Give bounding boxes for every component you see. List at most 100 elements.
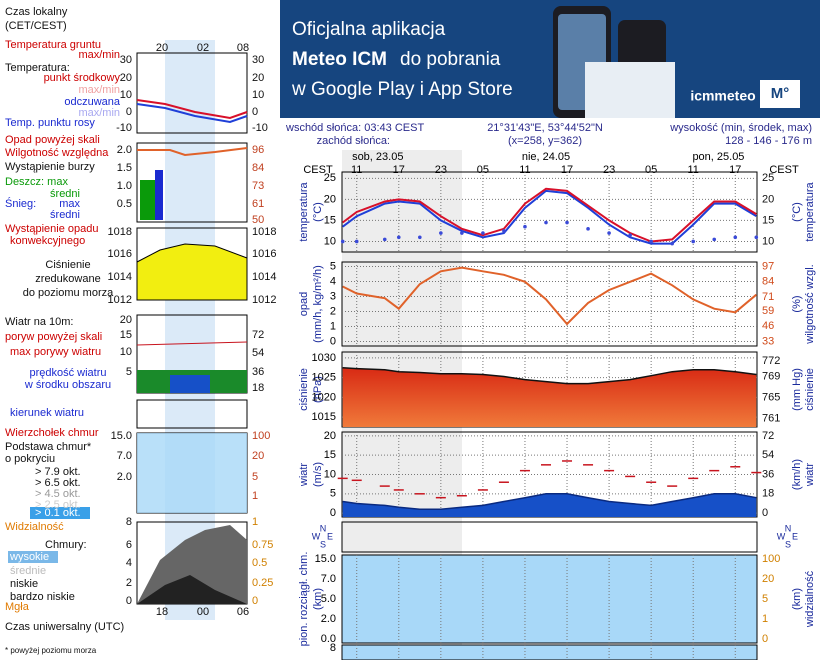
y-tick-label: 1030 — [312, 352, 336, 364]
y-axis-label: wiatr — [298, 463, 310, 488]
y2-tick-label: 84 — [762, 276, 774, 288]
series-dot — [607, 231, 611, 235]
y2-tick-label: 1 — [762, 613, 768, 625]
tz-label: CEST — [303, 164, 333, 176]
legend-label: Temperatura gruntu — [5, 39, 101, 51]
x-tick-label: 17 — [561, 164, 573, 176]
tz-label: CEST — [769, 164, 799, 176]
legend-label: Wierzchołek chmur — [5, 427, 99, 439]
series-area — [342, 367, 757, 427]
badge-box — [760, 80, 800, 108]
x-tick-label: 11 — [351, 164, 362, 176]
grid-point: (x=258, y=362) — [508, 135, 582, 147]
legend-tick: 0.25 — [252, 577, 273, 589]
label-bg — [8, 551, 58, 563]
panel — [341, 644, 758, 661]
legend-label: max/min — [78, 49, 120, 61]
content: Oficjalna aplikacja Meteo ICM do pobrania w… — [5, 6, 816, 661]
y2-tick-label: 0 — [762, 633, 768, 645]
legend-label: Opad powyżej skali — [5, 134, 100, 146]
legend-tick: 8 — [126, 516, 132, 528]
legend-tick: 72 — [252, 329, 264, 341]
y2-tick-label: 772 — [762, 355, 780, 367]
y-tick-label: 7.0 — [321, 573, 336, 585]
series-dot — [354, 239, 359, 244]
y2-tick-label: 72 — [762, 430, 774, 442]
legend-tick: 0.5 — [117, 198, 132, 210]
legend-label: bardzo niskie — [10, 591, 75, 603]
panel — [341, 554, 758, 644]
y-tick-label: 4 — [330, 275, 336, 287]
legend-tick: 54 — [252, 347, 264, 359]
panel — [341, 261, 758, 347]
series-dot — [712, 237, 717, 242]
banner-text: Oficjalna aplikacja — [292, 19, 446, 40]
y-axis-unit: (km) — [312, 588, 324, 610]
y2-tick-label: 10 — [762, 235, 774, 247]
legend-label: > 2.5 okt. — [35, 499, 81, 511]
series-dot — [628, 233, 632, 237]
legend-label: poryw powyżej skali — [5, 331, 102, 343]
y-axis-unit: (m/s) — [312, 462, 324, 487]
y-tick-label: 15 — [324, 449, 336, 461]
legend-tick: 1016 — [108, 248, 132, 260]
y2-axis-label: widzialność — [804, 570, 816, 628]
y2-axis-label: ciśnienie — [804, 368, 816, 411]
legend-tick: 1018 — [252, 226, 276, 238]
legend-tick: 10 — [120, 346, 132, 358]
legend-tick: 02 — [197, 42, 209, 54]
legend-tick: 10 — [120, 89, 132, 101]
legend-label: Mgła — [5, 601, 30, 613]
y2-tick-label: 71 — [762, 291, 774, 303]
y2-axis-label: wiatr — [804, 463, 816, 488]
legend-label: Śnieg: — [5, 197, 36, 210]
y2-tick-label: 20 — [762, 193, 774, 205]
y2-tick-label: 0 — [762, 507, 768, 519]
legend-tick: 0 — [252, 595, 258, 607]
legend-label: zredukowane — [35, 273, 100, 285]
legend-tick: 0 — [252, 106, 258, 118]
y2-axis-label: wilgotność wzgl. — [804, 264, 816, 344]
y2-tick-label: 54 — [762, 449, 774, 461]
y-axis-unit: (hPa) — [312, 376, 324, 403]
legend-label: punkt środkowy — [44, 72, 121, 84]
legend-label: max — [59, 198, 80, 210]
x-tick-label: 05 — [477, 164, 489, 176]
legend-label: max/min — [78, 84, 120, 96]
y-tick-label: 1 — [330, 320, 336, 332]
legend-shade — [165, 40, 215, 620]
legend-tick: 96 — [252, 144, 264, 156]
y2-tick-label: 33 — [762, 335, 774, 347]
legend-tick: 2.0 — [117, 471, 132, 483]
y2-tick-label: 761 — [762, 413, 780, 425]
banner-text: Meteo ICM — [292, 49, 387, 70]
legend-tick: 30 — [252, 54, 264, 66]
sunrise: wschód słońca: 03:43 CEST — [285, 122, 424, 134]
y2-tick-label: 5 — [762, 593, 768, 605]
legend-label: niskie — [10, 578, 38, 590]
legend-label: Temp. punktu rosy — [5, 117, 95, 129]
legend-sample — [136, 243, 248, 301]
series-dot — [439, 231, 443, 235]
compass-label: W — [777, 531, 786, 541]
legend-tick: 36 — [252, 366, 264, 378]
series-line — [342, 187, 757, 243]
legend-tick: 20 — [120, 314, 132, 326]
y2-axis-label: temperatura — [804, 181, 816, 241]
series-dot — [544, 220, 548, 225]
badge: M° — [771, 85, 790, 102]
legend-sample — [137, 147, 248, 157]
legend-tick: 0 — [126, 595, 132, 607]
legend-panel — [136, 52, 248, 134]
legend-tick: 0.75 — [252, 539, 273, 551]
legend-label: konwekcyjnego — [10, 235, 85, 247]
y2-axis-unit: (°C) — [791, 202, 803, 222]
y2-axis-unit: (%) — [791, 295, 803, 312]
legend-sample — [136, 99, 248, 120]
banner-text: w Google Play i App Store — [291, 79, 513, 100]
compass-label: S — [320, 539, 326, 549]
legend-tick: 2.0 — [117, 144, 132, 156]
legend-label: Podstawa chmur* — [5, 441, 92, 453]
legend-label: * powyżej poziomu morza — [5, 646, 97, 655]
